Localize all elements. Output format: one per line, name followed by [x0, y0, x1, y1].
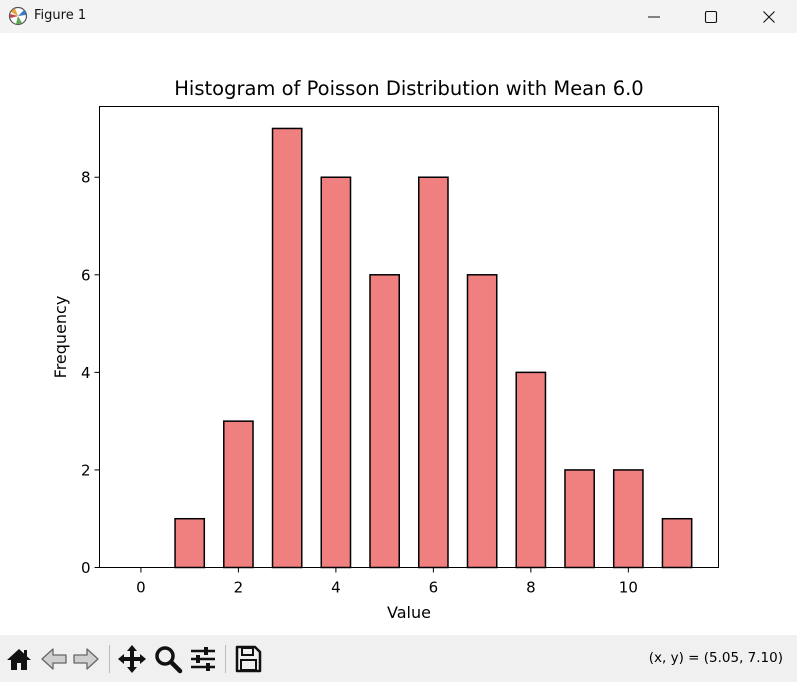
y-tick-label: 6 [81, 266, 91, 284]
histogram-bar [466, 274, 498, 569]
save-icon [235, 645, 262, 673]
histogram-bar [661, 517, 693, 569]
y-tick-label: 4 [81, 364, 91, 382]
cursor-coordinates: (x, y) = (5.05, 7.10) [648, 650, 783, 666]
back-button[interactable] [38, 643, 70, 675]
histogram-chart: Histogram of Poisson Distribution with M… [51, 77, 719, 622]
close-icon [763, 11, 775, 23]
x-tick-label: 8 [526, 579, 536, 597]
x-axis-ticks: 0 2 4 6 8 10 [136, 567, 638, 597]
minimize-icon [648, 16, 660, 18]
pan-button[interactable] [116, 643, 148, 675]
window-titlebar: Figure 1 [0, 0, 797, 33]
navigation-toolbar: (x, y) = (5.05, 7.10) [0, 635, 797, 682]
minimize-button[interactable] [625, 0, 683, 33]
zoom-icon [155, 646, 183, 674]
toolbar-separator [225, 645, 226, 673]
maximize-icon [704, 10, 718, 24]
configure-subplots-button[interactable] [187, 643, 219, 675]
histogram-bar [564, 469, 595, 569]
x-tick-label: 0 [136, 579, 146, 597]
figure-canvas[interactable]: Histogram of Poisson Distribution with M… [0, 33, 797, 635]
toolbar-separator [109, 645, 110, 673]
y-tick-label: 2 [81, 461, 91, 479]
histogram-bar [417, 176, 449, 569]
histogram-bar [223, 420, 254, 569]
x-tick-label: 2 [234, 579, 244, 597]
x-tick-label: 10 [619, 579, 638, 597]
histogram-bar [320, 176, 352, 569]
forward-arrow-icon [73, 648, 99, 670]
pan-icon [118, 645, 146, 673]
zoom-button[interactable] [152, 643, 184, 675]
histogram-bar [369, 274, 401, 569]
maximize-button[interactable] [682, 0, 740, 33]
close-button[interactable] [740, 0, 797, 33]
save-button[interactable] [232, 643, 264, 675]
y-axis-ticks: 0 2 4 6 8 [81, 169, 100, 577]
histogram-bar [174, 517, 206, 569]
x-tick-label: 6 [429, 579, 439, 597]
x-tick-label: 4 [331, 579, 341, 597]
home-icon [7, 649, 31, 670]
plot-area-frame [99, 106, 719, 568]
histogram-bar [612, 469, 644, 569]
matplotlib-logo-icon [8, 6, 28, 26]
back-arrow-icon [41, 648, 67, 670]
bar-group [174, 127, 693, 569]
y-tick-label: 8 [81, 169, 91, 187]
window-title: Figure 1 [34, 8, 87, 23]
y-tick-label: 0 [81, 559, 91, 577]
forward-button[interactable] [70, 643, 102, 675]
home-button[interactable] [3, 643, 35, 675]
histogram-bar [515, 371, 547, 569]
chart-title: Histogram of Poisson Distribution with M… [174, 77, 643, 100]
histogram-bar [271, 127, 303, 569]
configure-subplots-icon [191, 647, 215, 671]
y-axis-label: Frequency [51, 296, 70, 379]
x-axis-label: Value [387, 603, 431, 622]
